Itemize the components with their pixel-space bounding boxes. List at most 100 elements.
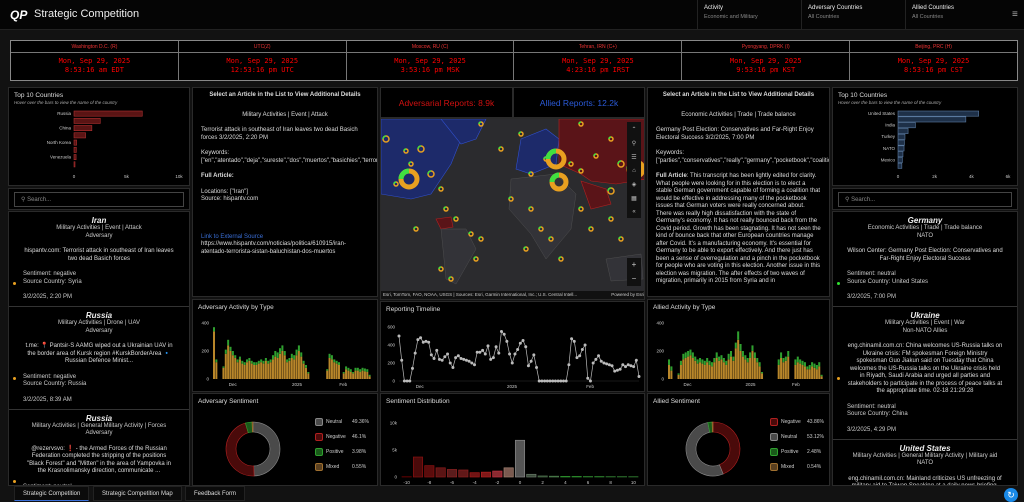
layer-list-icon[interactable]: ☰ <box>631 154 637 161</box>
activity-bar-military[interactable] <box>677 374 680 379</box>
activity-bar-economic[interactable] <box>784 356 787 361</box>
activity-bar-economic[interactable] <box>260 359 263 363</box>
activity-bar-military[interactable] <box>260 362 263 379</box>
activity-bar-economic[interactable] <box>345 366 348 370</box>
top10-bar[interactable] <box>73 146 77 153</box>
activity-bar-economic[interactable] <box>699 358 702 363</box>
top10-bar[interactable] <box>73 117 101 124</box>
timeline-point[interactable] <box>467 359 471 363</box>
activity-bar-military[interactable] <box>739 351 742 379</box>
activity-bar-economic[interactable] <box>337 362 340 365</box>
top10-bar[interactable] <box>897 122 916 129</box>
timeline-point[interactable] <box>632 365 636 369</box>
activity-bar-military[interactable] <box>224 353 227 379</box>
timeline-point[interactable] <box>610 364 614 368</box>
activity-bar-military[interactable] <box>271 359 274 379</box>
activity-bar-economic[interactable] <box>333 359 336 363</box>
activity-bar-military[interactable] <box>710 366 713 379</box>
refresh-button[interactable]: ↻ <box>1004 488 1018 502</box>
activity-bar-military[interactable] <box>234 358 237 379</box>
top10-bar[interactable] <box>73 132 86 139</box>
timeline-point[interactable] <box>494 345 498 349</box>
activity-bar-economic[interactable] <box>366 369 369 372</box>
sentiment-bar[interactable] <box>458 469 469 478</box>
sentiment-bar[interactable] <box>537 475 548 478</box>
sentiment-bar[interactable] <box>582 476 594 478</box>
list-item[interactable]: Ukraine Military Activities | Event | War… <box>833 307 1017 440</box>
activity-bar-economic[interactable] <box>248 358 251 361</box>
timeline-point[interactable] <box>551 379 555 383</box>
menu-icon[interactable]: ≡ <box>1012 9 1018 20</box>
timeline-point[interactable] <box>448 361 452 365</box>
tab-strategic-competition[interactable]: Strategic Competition <box>14 486 90 501</box>
activity-bar-military[interactable] <box>283 355 286 379</box>
adversary-search-input[interactable]: ⚲ Search... <box>14 192 184 207</box>
activity-bar-economic[interactable] <box>710 362 713 367</box>
timeline-point[interactable] <box>419 336 423 340</box>
activity-bar-military[interactable] <box>262 363 265 379</box>
activity-bar-military[interactable] <box>682 359 685 379</box>
external-source-link[interactable]: Link to External Source <box>201 233 264 240</box>
activity-bar-economic[interactable] <box>213 327 216 332</box>
activity-bar-military[interactable] <box>808 369 811 379</box>
activity-bar-military[interactable] <box>744 359 747 379</box>
timeline-point[interactable] <box>481 348 485 352</box>
activity-bar-economic[interactable] <box>281 345 284 351</box>
activity-bar-military[interactable] <box>732 360 735 379</box>
activity-bar-economic[interactable] <box>806 366 809 370</box>
activity-bar-military[interactable] <box>753 358 756 379</box>
activity-bar-military[interactable] <box>751 351 754 379</box>
activity-bar-military[interactable] <box>730 356 733 379</box>
timeline-point[interactable] <box>564 379 568 383</box>
basemap-icon[interactable]: ⌃ <box>631 126 637 133</box>
home-icon[interactable]: ⌂ <box>632 167 636 174</box>
timeline-point[interactable] <box>502 332 506 336</box>
timeline-point[interactable] <box>408 379 412 383</box>
timeline-point[interactable] <box>518 341 522 345</box>
top10-bar[interactable] <box>73 154 77 160</box>
timeline-point[interactable] <box>545 379 549 383</box>
activity-bar-economic[interactable] <box>815 365 818 370</box>
activity-bar-military[interactable] <box>787 356 790 379</box>
activity-bar-economic[interactable] <box>241 360 244 364</box>
activity-bar-economic[interactable] <box>283 351 286 356</box>
activity-bar-economic[interactable] <box>236 359 239 363</box>
activity-bar-economic[interactable] <box>715 352 718 358</box>
activity-bar-economic[interactable] <box>297 345 300 351</box>
zoom-in-button[interactable]: + <box>631 260 637 269</box>
sentiment-bar[interactable] <box>446 469 458 478</box>
activity-bar-economic[interactable] <box>269 359 272 363</box>
activity-bar-economic[interactable] <box>718 356 721 361</box>
activity-bar-economic[interactable] <box>751 345 754 351</box>
top10-bar[interactable] <box>897 162 903 169</box>
activity-bar-economic[interactable] <box>677 373 680 375</box>
activity-bar-economic[interactable] <box>749 352 752 358</box>
activity-bar-military[interactable] <box>756 362 759 379</box>
activity-bar-economic[interactable] <box>238 356 241 360</box>
activity-bar-military[interactable] <box>361 370 364 379</box>
activity-bar-military[interactable] <box>255 365 258 379</box>
timeline-point[interactable] <box>478 350 482 354</box>
timeline-point[interactable] <box>470 361 474 365</box>
activity-bar-military[interactable] <box>337 365 340 379</box>
activity-bar-military[interactable] <box>803 366 806 379</box>
activity-bar-economic[interactable] <box>271 355 274 360</box>
top10-bar[interactable] <box>73 139 77 146</box>
filter-adversary-countries[interactable]: Adversary Countries All Countries <box>801 0 905 30</box>
timeline-point[interactable] <box>491 356 495 360</box>
activity-bar-economic[interactable] <box>780 352 783 358</box>
activity-bar-military[interactable] <box>782 362 785 379</box>
timeline-point[interactable] <box>454 356 458 360</box>
timeline-point[interactable] <box>535 366 539 369</box>
timeline-point[interactable] <box>416 338 420 342</box>
activity-bar-economic[interactable] <box>255 362 258 365</box>
sentiment-bar[interactable] <box>503 467 514 478</box>
activity-bar-military[interactable] <box>722 362 725 379</box>
activity-bar-economic[interactable] <box>796 356 799 363</box>
timeline-point[interactable] <box>602 361 606 365</box>
activity-bar-military[interactable] <box>801 365 804 379</box>
timeline-point[interactable] <box>626 363 630 367</box>
grid-icon[interactable]: ▦ <box>631 195 637 202</box>
activity-bar-military[interactable] <box>784 360 787 379</box>
activity-bar-economic[interactable] <box>326 369 329 371</box>
